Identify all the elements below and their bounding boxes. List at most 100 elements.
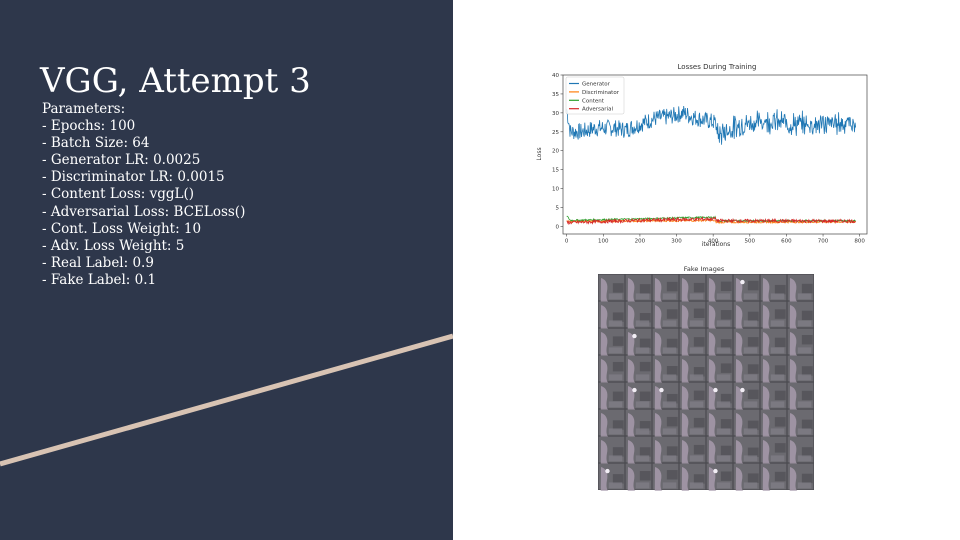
fake-image-tile xyxy=(625,409,652,437)
x-tick-label: 700 xyxy=(818,239,829,245)
parameter-item: - Adversarial Loss: BCELoss() xyxy=(42,203,246,220)
fake-image-tile xyxy=(760,301,787,329)
series-line-content xyxy=(566,215,856,223)
fake-image-tile xyxy=(679,436,706,464)
fake-images-panel: Fake Images xyxy=(598,265,814,491)
fake-image-tile xyxy=(625,274,652,302)
y-tick-label: 35 xyxy=(552,92,559,98)
fake-image-tile xyxy=(652,274,679,302)
fake-image-tile xyxy=(706,436,733,464)
legend-label: Adversarial xyxy=(582,107,613,113)
y-tick-label: 25 xyxy=(552,130,559,136)
parameters-list: Parameters: - Epochs: 100 - Batch Size: … xyxy=(42,101,245,289)
fake-image-tile xyxy=(679,301,706,329)
fake-image-tile xyxy=(787,382,814,410)
fake-image-highlight xyxy=(632,387,637,393)
x-tick-label: 100 xyxy=(598,239,609,245)
y-tick-label: 0 xyxy=(556,224,560,230)
fake-image-tile xyxy=(787,328,814,356)
x-tick-label: 600 xyxy=(781,239,792,245)
fake-image-tile xyxy=(787,463,814,491)
plot-area xyxy=(566,105,856,225)
y-tick-label: 15 xyxy=(552,168,559,174)
x-tick-label: 800 xyxy=(854,239,865,245)
parameter-item: - Batch Size: 64 xyxy=(42,135,150,152)
parameter-item: - Cont. Loss Weight: 10 xyxy=(42,220,202,237)
fake-image-tile xyxy=(706,463,733,491)
series-line-adversarial xyxy=(566,216,856,225)
fake-image-tile xyxy=(733,355,760,383)
parameters-heading: Parameters: xyxy=(42,101,126,117)
legend-label: Content xyxy=(582,98,605,104)
fake-image-tile xyxy=(760,409,787,437)
fake-image-tile xyxy=(706,382,733,410)
fake-image-tile xyxy=(598,463,625,491)
loss-chart: Losses During Training 0 100 200 300 400 500 6… xyxy=(536,63,868,248)
fake-images-grid xyxy=(598,274,814,491)
fake-image-tile xyxy=(760,436,787,464)
fake-image-highlight xyxy=(632,333,637,339)
fake-image-highlight xyxy=(740,387,745,393)
fake-image-highlight xyxy=(713,387,718,393)
fake-image-tile xyxy=(652,463,679,491)
y-tick-label: 30 xyxy=(552,111,559,117)
x-tick-label: 300 xyxy=(671,239,682,245)
fake-image-tile xyxy=(760,463,787,491)
fake-image-tile xyxy=(760,355,787,383)
y-axis-label: Loss xyxy=(536,147,543,160)
y-tick-label: 20 xyxy=(552,149,559,155)
fake-image-tile xyxy=(733,409,760,437)
fake-image-tile xyxy=(679,463,706,491)
fake-image-tile xyxy=(598,382,625,410)
fake-image-tile xyxy=(787,355,814,383)
x-tick-label: 0 xyxy=(565,239,569,245)
series-line-discriminator xyxy=(566,218,856,225)
fake-image-tile xyxy=(733,463,760,491)
fake-image-tile xyxy=(652,382,679,410)
chart-axes: 0 100 200 300 400 500 600 700 800 0 5 10 15 20 25 30 35 4… xyxy=(552,73,868,245)
fake-image-tile xyxy=(733,274,760,302)
fake-image-tile xyxy=(733,301,760,329)
fake-image-tile xyxy=(625,301,652,329)
parameter-item: - Content Loss: vggL() xyxy=(42,186,195,203)
y-tick-label: 10 xyxy=(552,187,559,193)
fake-image-tile xyxy=(706,355,733,383)
fake-image-highlight xyxy=(659,387,664,393)
fake-image-highlight xyxy=(713,468,718,474)
fake-image-tile xyxy=(625,355,652,383)
parameter-item: - Real Label: 0.9 xyxy=(42,254,154,271)
fake-image-tile xyxy=(652,355,679,383)
x-axis-label: iterations xyxy=(702,241,730,248)
fake-image-tile xyxy=(706,274,733,302)
fake-image-tile xyxy=(625,436,652,464)
fake-image-tile xyxy=(598,409,625,437)
fake-image-tile xyxy=(787,409,814,437)
y-tick-label: 40 xyxy=(552,73,559,79)
fake-image-highlight xyxy=(740,279,745,285)
fake-image-tile xyxy=(598,328,625,356)
chart-legend: Generator Discriminator Content Adversarial xyxy=(565,76,625,115)
plot-frame xyxy=(562,74,868,235)
fake-image-tile xyxy=(706,328,733,356)
fake-image-tile xyxy=(760,274,787,302)
fake-image-tile xyxy=(787,274,814,302)
fake-image-tile xyxy=(679,382,706,410)
chart-title: Losses During Training xyxy=(678,63,757,71)
parameter-item: - Epochs: 100 xyxy=(42,118,136,135)
fake-image-tile xyxy=(679,328,706,356)
fake-image-tile xyxy=(760,328,787,356)
x-tick-label: 400 xyxy=(708,239,719,245)
legend-box xyxy=(565,76,625,115)
fake-image-tile xyxy=(733,382,760,410)
fake-image-tile xyxy=(625,382,652,410)
fake-image-tile xyxy=(679,409,706,437)
fake-image-tile xyxy=(598,301,625,329)
y-tick-label: 5 xyxy=(556,206,560,212)
legend-label: Discriminator xyxy=(582,90,620,96)
parameter-item: - Discriminator LR: 0.0015 xyxy=(42,169,225,186)
fake-images-title: Fake Images xyxy=(684,265,725,273)
parameter-item: - Adv. Loss Weight: 5 xyxy=(42,237,185,254)
fake-image-tile xyxy=(652,328,679,356)
fake-image-tile xyxy=(679,274,706,302)
